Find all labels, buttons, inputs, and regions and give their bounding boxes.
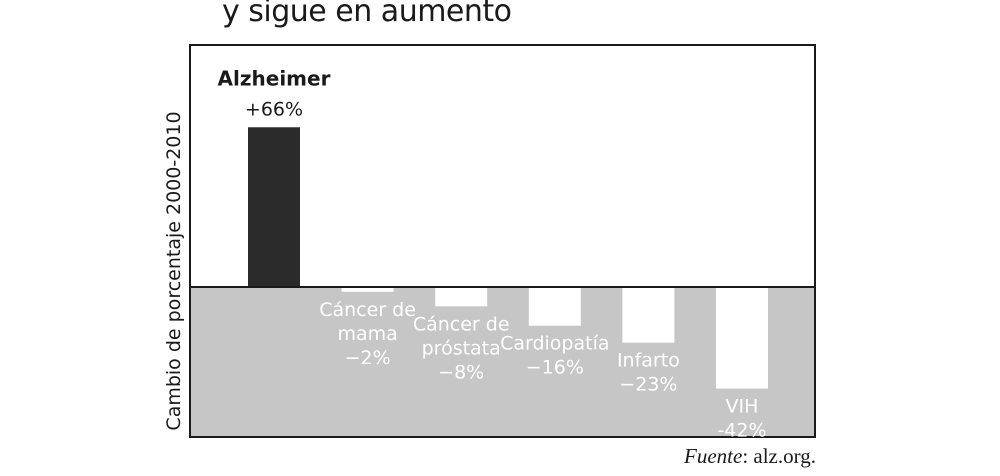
y-axis-label: Cambio de porcentaje 2000-2010: [163, 111, 185, 430]
bar: [435, 286, 488, 307]
bar: [622, 286, 675, 343]
value-label: +66%: [245, 98, 303, 120]
negative-band: [190, 286, 815, 437]
value-label: −2%: [345, 347, 391, 369]
value-label: −23%: [619, 374, 677, 396]
bar: [716, 286, 768, 389]
value-label: −16%: [526, 357, 584, 379]
category-label: próstata: [422, 337, 501, 359]
source-label: Fuente: [684, 444, 743, 468]
value-label: −8%: [438, 361, 484, 383]
chart-title: y sigue en aumento: [222, 0, 512, 29]
category-label: Alzheimer: [218, 66, 331, 90]
bar: [528, 286, 581, 326]
value-label: -42%: [717, 420, 766, 442]
source-text: alz.org.: [753, 444, 816, 468]
plot-frame: [189, 44, 816, 438]
category-label: mama: [337, 323, 397, 345]
category-label: Cáncer de: [413, 313, 510, 335]
category-label: Cáncer de: [319, 299, 416, 321]
category-label: Cardiopatía: [500, 333, 609, 355]
category-label: Infarto: [617, 350, 680, 372]
bar: [341, 286, 394, 292]
bar: [248, 127, 300, 287]
category-label: VIH: [726, 396, 759, 418]
source-note: Fuente: alz.org.: [684, 444, 816, 468]
